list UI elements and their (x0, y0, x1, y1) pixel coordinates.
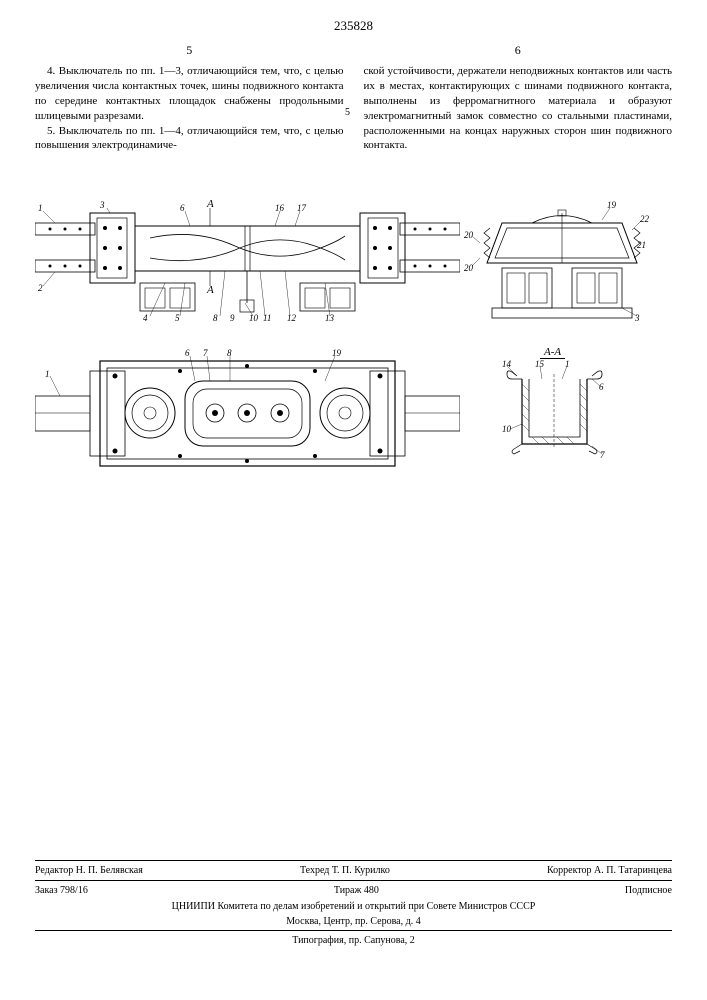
column-right: 6 ской устойчивости, держатели неподвижн… (364, 42, 673, 153)
callout: 16 (275, 203, 284, 213)
editor-credit: Редактор Н. П. Белявская (35, 865, 143, 876)
footer: Редактор Н. П. Белявская Техред Т. П. Ку… (35, 857, 672, 946)
figure-2-main: 1 6 7 8 19 (35, 351, 460, 476)
figure-2-side: А-А (502, 364, 607, 464)
callout: 11 (263, 313, 271, 323)
subscription: Подписное (625, 885, 672, 896)
callout: 19 (332, 348, 341, 358)
callout: 22 (640, 214, 649, 224)
callout: 1 (45, 369, 50, 379)
figure-1-side: 19 20 20 22 21 3 (472, 208, 652, 323)
callout: 10 (249, 313, 258, 323)
column-number-right: 6 (364, 42, 673, 58)
callout: 12 (287, 313, 296, 323)
callout: 6 (185, 348, 190, 358)
paragraph: 5. Выключатель по пп. 1—4, отличающийся … (35, 124, 344, 154)
callout: 14 (502, 359, 511, 369)
document-number: 235828 (35, 18, 672, 34)
text-columns: 5 4. Выключатель по пп. 1—3, отличающийс… (35, 42, 672, 153)
callout: 21 (637, 240, 646, 250)
callout: 5 (175, 313, 180, 323)
callout: 7 (203, 348, 208, 358)
line-number-marker: 5 (345, 107, 350, 118)
footer-credits: Редактор Н. П. Белявская Техред Т. П. Ку… (35, 864, 672, 877)
order-number: Заказ 798/16 (35, 885, 88, 896)
printer-line: Типография, пр. Сапунова, 2 (35, 935, 672, 946)
figures-area: 1 2 3 4 5 6 А 8 9 10 11 12 13 16 17 А (35, 208, 672, 476)
callout: 19 (607, 200, 616, 210)
paragraph: ской устойчивости, держатели неподвижных… (364, 64, 673, 153)
callout: 6 (599, 382, 604, 392)
callout: 8 (213, 313, 218, 323)
figure-1-main: 1 2 3 4 5 6 А 8 9 10 11 12 13 16 17 А (35, 208, 460, 323)
callout: 15 (535, 359, 544, 369)
figure-row-2: 1 6 7 8 19 А-А (35, 351, 672, 476)
callout: 13 (325, 313, 334, 323)
column-number-left: 5 (35, 42, 344, 58)
techred-credit: Техред Т. П. Курилко (300, 865, 390, 876)
callout: 6 (180, 203, 185, 213)
callout: 7 (600, 450, 605, 460)
callout: 4 (143, 313, 148, 323)
section-marker-a: А (207, 198, 214, 210)
figure-2-main-svg (35, 351, 460, 476)
callout: 20 (464, 263, 473, 273)
figure-2-side-svg (502, 364, 607, 464)
org-line: ЦНИИПИ Комитета по делам изобретений и о… (35, 901, 672, 912)
callout: 17 (297, 203, 306, 213)
section-marker-a-bottom: А (207, 284, 214, 296)
corrector-credit: Корректор А. П. Татаринцева (547, 865, 672, 876)
tirage: Тираж 480 (334, 885, 379, 896)
callout: 3 (635, 313, 640, 323)
callout: 10 (502, 424, 511, 434)
column-left: 5 4. Выключатель по пп. 1—3, отличающийс… (35, 42, 344, 153)
figure-1-main-svg (35, 208, 460, 323)
paragraph: 4. Выключатель по пп. 1—3, отличающийся … (35, 64, 344, 123)
section-label-aa: А-А (540, 346, 565, 359)
callout: 1 (565, 359, 570, 369)
address-line: Москва, Центр, пр. Серова, д. 4 (35, 916, 672, 927)
callout: 9 (230, 313, 235, 323)
callout: 20 (464, 230, 473, 240)
figure-row-1: 1 2 3 4 5 6 А 8 9 10 11 12 13 16 17 А (35, 208, 672, 323)
callout: 1 (38, 203, 43, 213)
figure-1-side-svg (472, 208, 652, 323)
callout: 8 (227, 348, 232, 358)
callout: 2 (38, 283, 43, 293)
footer-print-details: Заказ 798/16 Тираж 480 Подписное (35, 884, 672, 897)
callout: 3 (100, 200, 105, 210)
